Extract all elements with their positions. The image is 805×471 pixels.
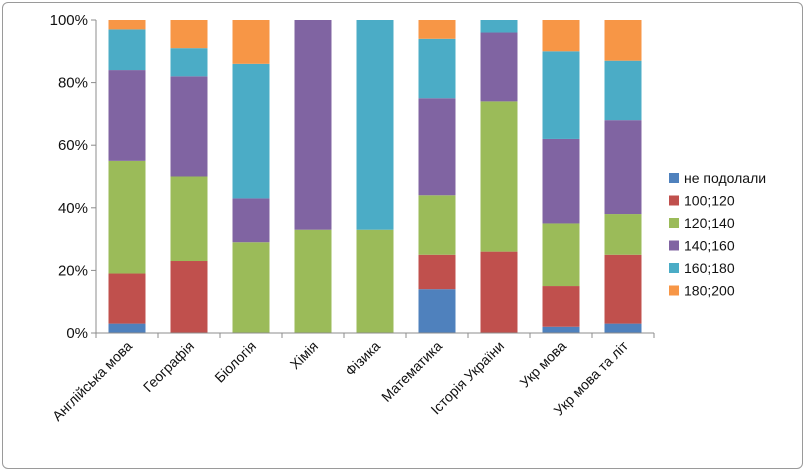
bar-segment: [232, 63, 270, 199]
x-category-label: Географія: [140, 338, 197, 395]
bar-segment: [356, 229, 394, 333]
bar-segment: [604, 120, 642, 215]
bar-segment: [232, 20, 270, 64]
bar-segment: [108, 70, 146, 161]
bar-segment: [418, 98, 456, 196]
bar-segment: [480, 32, 518, 102]
bar-segment: [480, 251, 518, 333]
y-tick-label: 60%: [58, 137, 88, 154]
x-category-label: Математика: [378, 338, 445, 405]
bar-segment: [418, 254, 456, 290]
legend-label: 120;140: [684, 215, 735, 231]
legend-swatch: [669, 173, 679, 183]
x-category-label: Укр мова: [516, 338, 569, 391]
bar-segment: [294, 229, 332, 333]
bar-segment: [108, 160, 146, 274]
legend-swatch: [669, 240, 679, 251]
bar-segment: [542, 51, 580, 139]
legend-swatch: [669, 218, 679, 228]
bar-segment: [418, 38, 456, 99]
bar-segment: [480, 20, 518, 33]
bar-segment: [170, 48, 208, 77]
legend-swatch: [669, 285, 679, 296]
bar-segment: [604, 254, 642, 324]
bar-segment: [542, 326, 580, 333]
bar-segment: [108, 323, 146, 333]
x-category-label: Хімія: [287, 338, 321, 372]
bar-segment: [418, 195, 456, 255]
bar-segment: [542, 138, 580, 224]
bar-segment: [232, 198, 270, 243]
legend-swatch: [669, 195, 679, 206]
legend-swatch: [669, 263, 679, 273]
bar-segment: [170, 20, 208, 49]
x-category-label: Фізика: [342, 338, 383, 379]
bar-segment: [418, 20, 456, 39]
legend-label: 140;160: [684, 238, 735, 254]
legend-label: 100;120: [684, 193, 735, 209]
x-category-label: Англійська мова: [49, 338, 135, 424]
y-tick-label: 40%: [58, 200, 88, 217]
bar-segment: [108, 20, 146, 30]
bar-segment: [108, 29, 146, 71]
bar-segment: [542, 20, 580, 52]
bar-segment: [604, 60, 642, 121]
bar-segment: [232, 242, 270, 333]
legend-label: не подолали: [684, 170, 766, 186]
bar-segment: [356, 20, 394, 230]
bar-segment: [108, 273, 146, 324]
legend-label: 160;180: [684, 260, 735, 276]
bar-segment: [170, 261, 208, 333]
legend-label: 180;200: [684, 283, 735, 299]
y-tick-label: 100%: [50, 12, 88, 29]
bar-segment: [542, 223, 580, 287]
x-category-label: Біологія: [211, 338, 259, 386]
y-tick-label: 0%: [66, 325, 88, 342]
y-tick-label: 20%: [58, 262, 88, 279]
bar-segment: [604, 323, 642, 333]
bar-segment: [604, 20, 642, 61]
bar-segment: [542, 286, 580, 327]
bar-segment: [170, 76, 208, 177]
bar-segment: [170, 176, 208, 262]
bar-segment: [604, 214, 642, 255]
bar-segment: [480, 101, 518, 252]
bar-segment: [294, 20, 332, 230]
bar-segment: [418, 289, 456, 333]
y-tick-label: 80%: [58, 75, 88, 92]
